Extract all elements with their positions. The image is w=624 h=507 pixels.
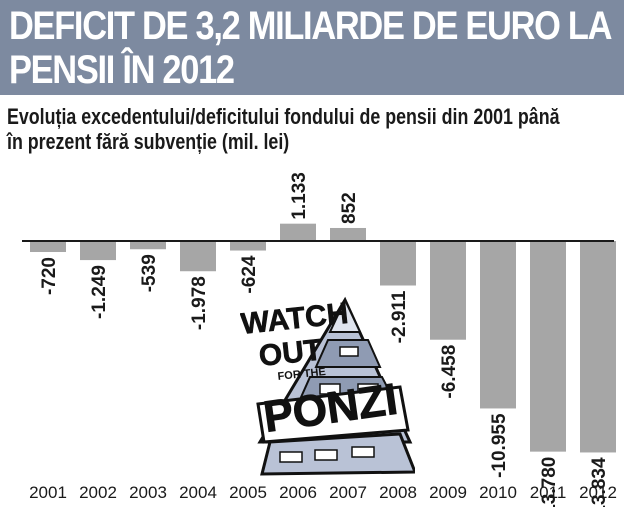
watch-out-for-the-ponzi-logo: WATCH OUT FOR THE PONZI <box>239 292 418 477</box>
category-label-2009: 2009 <box>429 483 467 502</box>
category-label-2006: 2006 <box>279 483 317 502</box>
value-label-2001: -720 <box>39 257 60 295</box>
logo-word-out: OUT <box>257 334 323 373</box>
bar-2004 <box>180 241 216 272</box>
bar-2010 <box>480 241 516 409</box>
bar-2009 <box>430 241 466 340</box>
value-label-2003: -539 <box>139 254 160 292</box>
category-label-2012: 2012 <box>579 483 617 502</box>
category-label-2008: 2008 <box>379 483 417 502</box>
category-label-2004: 2004 <box>179 483 217 502</box>
value-label-2009: -6.458 <box>439 345 460 399</box>
bar-2005 <box>230 241 266 251</box>
bar-2002 <box>80 241 116 261</box>
page-title: DEFICIT DE 3,2 MILIARDE DE EURO LA PENSI… <box>9 4 611 92</box>
value-label-2005: -624 <box>239 255 260 293</box>
category-label-2001: 2001 <box>29 483 67 502</box>
bar-2008 <box>380 241 416 286</box>
value-label-2004: -1.978 <box>189 276 210 330</box>
category-label-2005: 2005 <box>229 483 267 502</box>
value-label-2007: 852 <box>339 192 360 224</box>
bar-2011 <box>530 241 566 452</box>
category-label-2002: 2002 <box>79 483 117 502</box>
chart-subtitle: Evoluția excedentului/deficitului fondul… <box>7 104 560 154</box>
category-label-2003: 2003 <box>129 483 167 502</box>
bar-2012 <box>580 241 616 453</box>
value-label-2006: 1.133 <box>289 172 310 220</box>
value-label-2008: -2.911 <box>389 290 410 343</box>
bar-2007 <box>330 227 366 241</box>
bar-2001 <box>30 241 66 253</box>
category-label-2010: 2010 <box>479 483 517 502</box>
bar-2003 <box>130 241 166 250</box>
value-label-2011: -13.780 <box>539 457 560 507</box>
category-label-2007: 2007 <box>329 483 367 502</box>
title-banner: DEFICIT DE 3,2 MILIARDE DE EURO LA PENSI… <box>0 0 624 95</box>
logo-word-for-the: FOR THE <box>277 366 326 383</box>
value-label-2010: -10.955 <box>489 413 510 478</box>
value-label-2002: -1.249 <box>89 265 110 319</box>
value-label-2012: -13.834 <box>589 457 610 507</box>
category-label-2011: 2011 <box>530 483 567 502</box>
bar-2006 <box>280 223 316 241</box>
